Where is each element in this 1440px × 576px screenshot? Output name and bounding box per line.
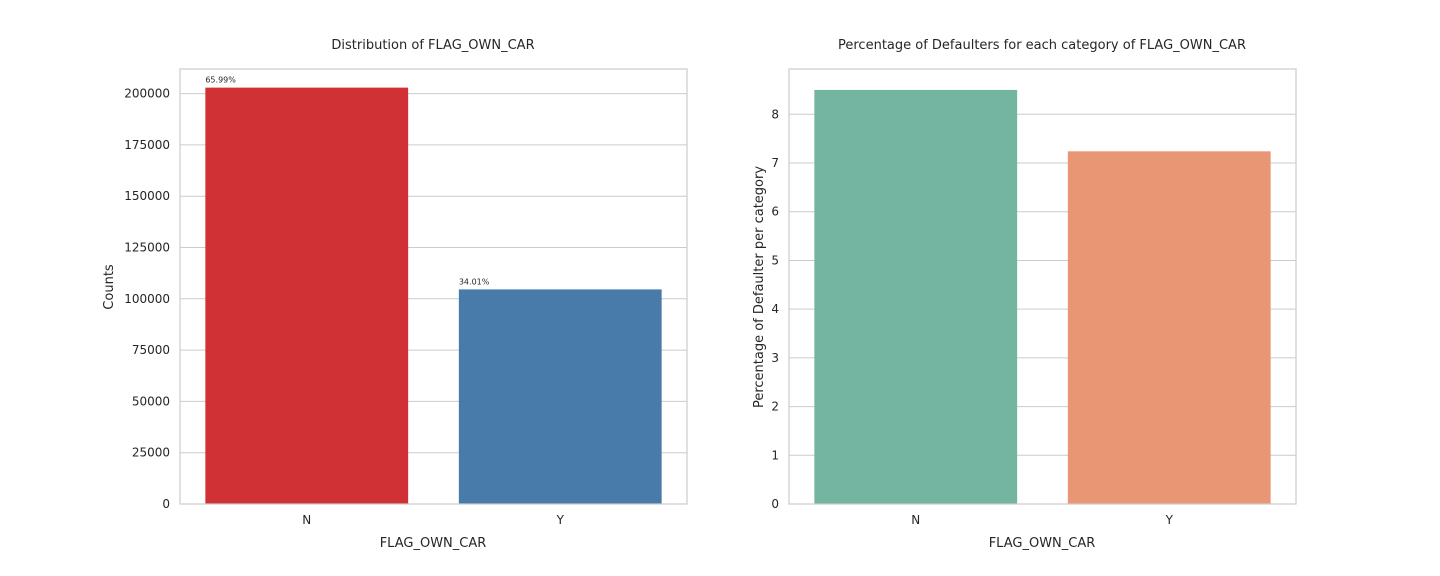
x-axis-label: FLAG_OWN_CAR — [380, 536, 487, 551]
y-axis-label: Percentage of Defaulter per category — [752, 166, 767, 408]
y-tick-label: 150000 — [124, 189, 170, 203]
x-axis-label: FLAG_OWN_CAR — [989, 536, 1096, 551]
bar — [205, 87, 409, 504]
y-axis-label: Counts — [102, 264, 117, 310]
y-tick-label: 7 — [771, 156, 779, 170]
y-tick-label: 6 — [771, 205, 779, 219]
y-tick-labels: 0 1 2 3 4 5 6 7 8 — [771, 107, 779, 511]
plot-frame — [179, 68, 688, 505]
y-tick-label: 4 — [771, 302, 779, 316]
y-tick-labels: 0 25000 50000 75000 100000 125000 150000 175000… — [124, 87, 170, 511]
data-label: 65.99% — [205, 76, 236, 85]
y-tick-label: 8 — [771, 107, 779, 121]
y-tick-label: 3 — [771, 351, 779, 365]
y-tick-label: 0 — [771, 497, 779, 511]
y-tick-label: 2 — [771, 400, 779, 414]
chart-distribution-panel: Distribution of FLAG_OWN_CAR 65.99% 34.01… — [102, 38, 688, 551]
x-tick-label: N — [302, 513, 311, 527]
y-tick-label: 175000 — [124, 138, 170, 152]
y-tick-label: 100000 — [124, 292, 170, 306]
bar — [814, 89, 1018, 504]
x-tick-label: Y — [556, 513, 565, 527]
x-tick-label: N — [911, 513, 920, 527]
y-tick-label: 200000 — [124, 87, 170, 101]
x-tick-label: Y — [1165, 513, 1174, 527]
y-tick-label: 50000 — [132, 394, 170, 408]
y-tick-label: 1 — [771, 448, 779, 462]
y-tick-label: 25000 — [132, 446, 170, 460]
y-tick-label: 75000 — [132, 343, 170, 357]
data-labels: 65.99% 34.01% — [205, 76, 489, 287]
y-tick-label: 125000 — [124, 241, 170, 255]
chart-title: Percentage of Defaulters for each catego… — [838, 38, 1246, 53]
bar — [1067, 151, 1271, 505]
plot-frame — [788, 68, 1297, 505]
bars — [814, 89, 1271, 505]
y-tick-label: 5 — [771, 253, 779, 267]
y-tick-label: 0 — [162, 497, 170, 511]
chart-defaulters-panel: Percentage of Defaulters for each catego… — [752, 38, 1297, 551]
chart-title: Distribution of FLAG_OWN_CAR — [331, 38, 534, 53]
data-label: 34.01% — [459, 277, 490, 286]
bars — [205, 87, 662, 504]
bar — [458, 289, 662, 504]
